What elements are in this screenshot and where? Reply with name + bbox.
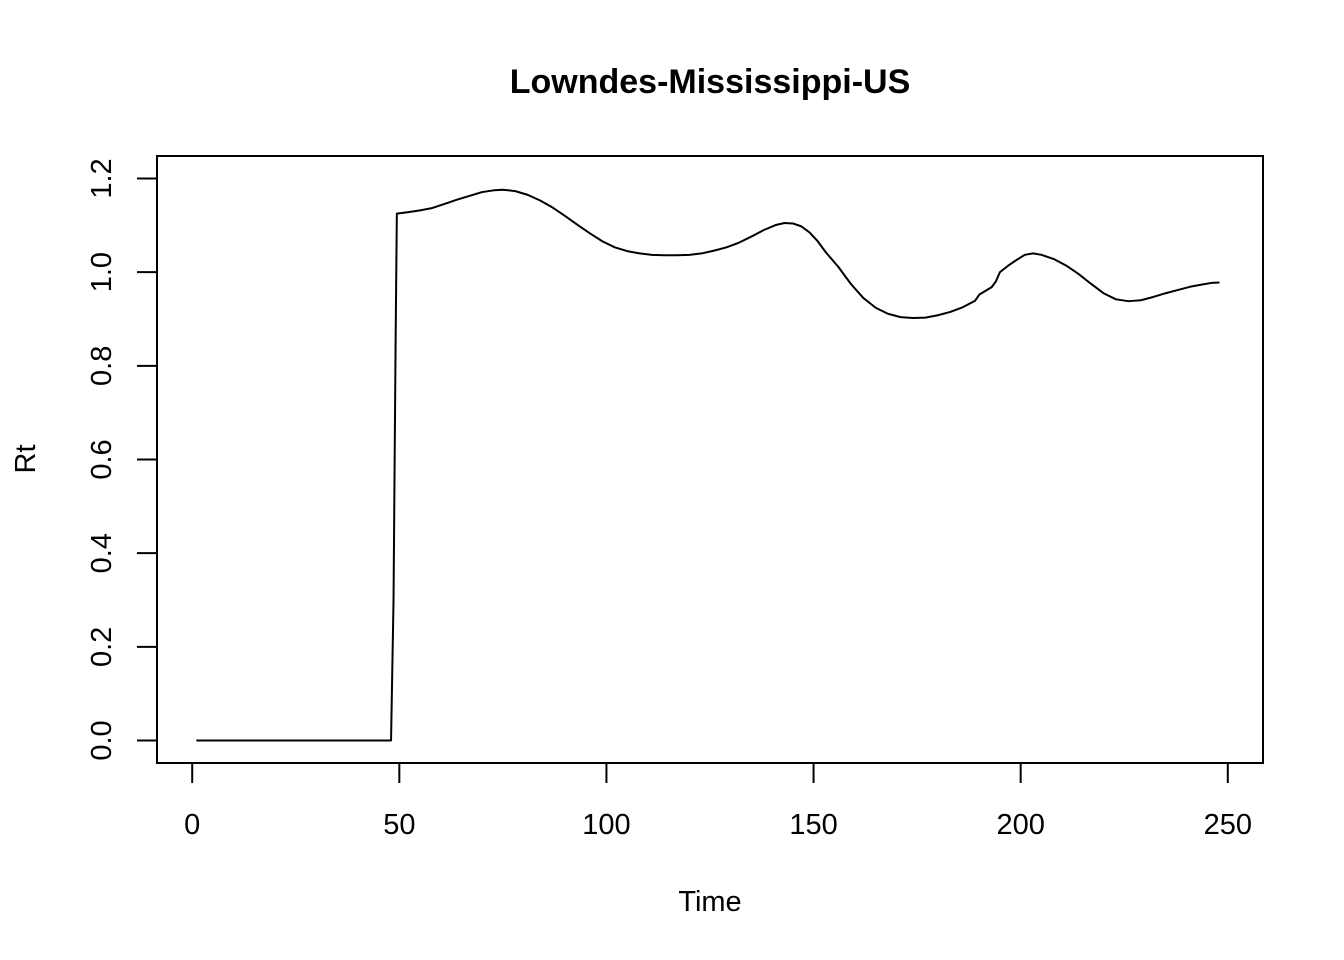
x-axis-label: Time <box>678 886 741 918</box>
x-tick-label: 250 <box>1204 809 1252 841</box>
y-tick-label: 1.0 <box>86 252 118 292</box>
y-axis-label: Rt <box>10 445 42 474</box>
x-tick-label: 150 <box>789 809 837 841</box>
y-tick-label: 0.0 <box>86 720 118 760</box>
x-axis: 0 50 100 150 200 250 <box>184 762 1252 841</box>
plot-frame <box>156 155 1264 764</box>
y-axis: 0.0 0.2 0.4 0.6 0.8 1.0 1.2 <box>86 158 158 761</box>
y-tick-label: 1.2 <box>86 158 118 198</box>
x-tick-label: 50 <box>383 809 415 841</box>
x-tick-label: 200 <box>996 809 1044 841</box>
rt-series-line <box>196 188 1220 742</box>
y-tick-label: 0.2 <box>86 627 118 667</box>
x-tick-label: 100 <box>582 809 630 841</box>
x-tick-label: 0 <box>184 809 200 841</box>
y-tick-label: 0.4 <box>86 533 118 573</box>
chart-title: Lowndes-Mississippi-US <box>510 63 911 101</box>
y-tick-label: 0.8 <box>86 346 118 386</box>
y-tick-label: 0.6 <box>86 439 118 479</box>
